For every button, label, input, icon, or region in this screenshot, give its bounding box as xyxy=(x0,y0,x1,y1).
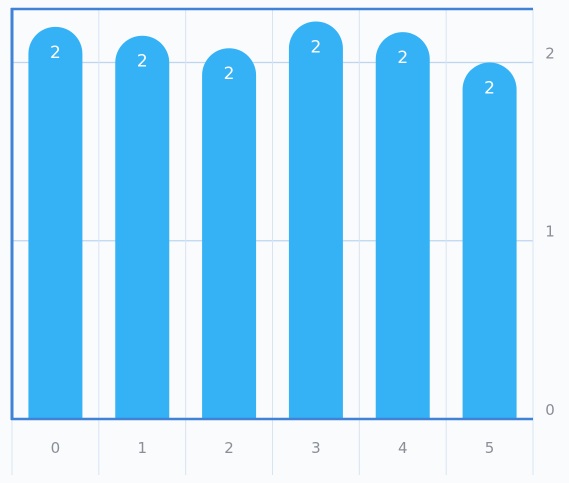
data-label-0: 2 xyxy=(50,43,61,63)
data-label-4: 2 xyxy=(397,48,408,68)
x-tick-label: 3 xyxy=(311,439,321,457)
data-label-2: 2 xyxy=(224,64,235,84)
bar-4 xyxy=(375,32,430,419)
x-tick-label: 5 xyxy=(485,439,495,457)
bar-5 xyxy=(462,62,517,419)
x-tick-label: 1 xyxy=(137,439,147,457)
x-tick-label: 4 xyxy=(398,439,408,457)
bar-0 xyxy=(28,26,83,419)
y-tick-label: 2 xyxy=(545,44,555,62)
data-label-1: 2 xyxy=(137,52,148,72)
y-tick-label: 1 xyxy=(545,223,555,241)
bar-1 xyxy=(115,35,170,419)
x-tick-label: 0 xyxy=(51,439,61,457)
bar-2 xyxy=(202,48,257,420)
y-tick-label: 0 xyxy=(545,401,555,419)
bar-3 xyxy=(288,21,343,419)
x-tick-label: 2 xyxy=(224,439,234,457)
data-label-3: 2 xyxy=(311,37,322,57)
data-label-5: 2 xyxy=(484,78,495,98)
